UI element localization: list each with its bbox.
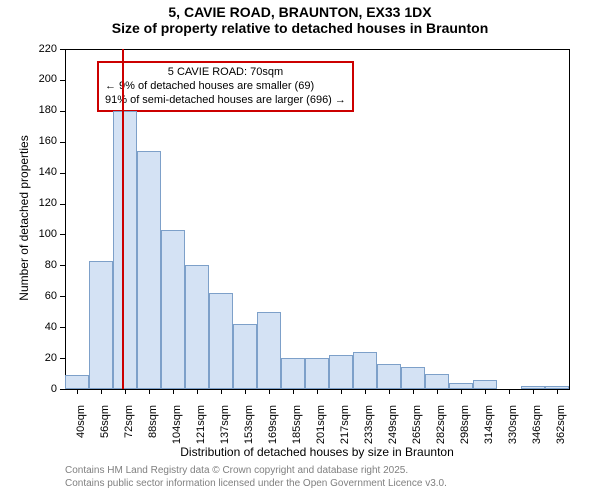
x-tick-label: 121sqm [195,405,207,444]
histogram-bar [161,230,185,389]
y-tick-mark [60,173,65,174]
y-tick-label: 40 [45,321,57,333]
x-tick-mark [317,389,318,394]
y-tick-mark [60,327,65,328]
footnote-line-2: Contains public sector information licen… [65,478,447,491]
x-tick-label: 233sqm [363,405,375,444]
x-tick-label: 201sqm [315,405,327,444]
y-tick-label: 160 [39,135,57,147]
x-tick-label: 314sqm [483,405,495,444]
x-tick-mark [269,389,270,394]
histogram-bar [377,364,401,389]
y-tick-label: 120 [39,197,57,209]
histogram-bar [113,111,137,389]
x-tick-mark [173,389,174,394]
x-tick-mark [461,389,462,394]
y-tick-mark [60,265,65,266]
y-tick-mark [60,111,65,112]
y-tick-mark [60,142,65,143]
x-tick-label: 72sqm [123,405,135,438]
histogram-bar [329,355,353,389]
y-tick-label: 220 [39,43,57,55]
y-axis-line [65,49,66,389]
x-tick-label: 265sqm [411,405,423,444]
annotation-line-1: 5 CAVIE ROAD: 70sqm [105,66,346,80]
y-tick-mark [60,358,65,359]
x-tick-label: 282sqm [435,405,447,444]
y-tick-label: 0 [51,383,57,395]
y-tick-mark [60,204,65,205]
y-tick-mark [60,80,65,81]
annotation-line-2: ← 9% of detached houses are smaller (69) [105,80,346,94]
footnote-line-1: Contains HM Land Registry data © Crown c… [65,465,447,478]
x-tick-mark [101,389,102,394]
x-tick-mark [437,389,438,394]
histogram-bar [209,293,233,389]
y-tick-label: 60 [45,290,57,302]
y-axis-label: Number of detached properties [17,118,31,318]
annotation-box: 5 CAVIE ROAD: 70sqm ← 9% of detached hou… [97,61,354,112]
x-tick-mark [533,389,534,394]
x-tick-label: 40sqm [75,405,87,438]
x-tick-mark [509,389,510,394]
x-tick-label: 169sqm [267,405,279,444]
x-tick-mark [221,389,222,394]
chart-title-sub: Size of property relative to detached ho… [0,20,600,36]
x-tick-label: 56sqm [99,405,111,438]
x-tick-mark [365,389,366,394]
histogram-bar [353,352,377,389]
x-tick-mark [413,389,414,394]
y-tick-mark [60,296,65,297]
x-tick-label: 217sqm [339,405,351,444]
x-tick-label: 249sqm [387,405,399,444]
x-tick-label: 153sqm [243,405,255,444]
x-tick-mark [149,389,150,394]
y-tick-label: 180 [39,104,57,116]
x-tick-label: 137sqm [219,405,231,444]
x-tick-label: 346sqm [531,405,543,444]
x-tick-mark [197,389,198,394]
histogram-bar [89,261,113,389]
histogram-bar [185,265,209,389]
x-tick-mark [245,389,246,394]
histogram-bar [233,324,257,389]
histogram-bar [305,358,329,389]
x-tick-mark [125,389,126,394]
x-tick-label: 298sqm [459,405,471,444]
x-tick-label: 104sqm [171,405,183,444]
annotation-line-3: 91% of semi-detached houses are larger (… [105,94,346,108]
y-tick-label: 100 [39,228,57,240]
y-tick-mark [60,234,65,235]
x-tick-label: 185sqm [291,405,303,444]
chart-container: 5, CAVIE ROAD, BRAUNTON, EX33 1DX Size o… [0,4,600,504]
histogram-bar [137,151,161,389]
y-tick-mark [60,389,65,390]
x-tick-mark [293,389,294,394]
histogram-bar [473,380,497,389]
x-tick-mark [341,389,342,394]
y-tick-label: 200 [39,73,57,85]
chart-title-main: 5, CAVIE ROAD, BRAUNTON, EX33 1DX [0,4,600,20]
y-tick-label: 80 [45,259,57,271]
x-tick-mark [77,389,78,394]
histogram-bar [281,358,305,389]
histogram-bar [401,367,425,389]
x-tick-mark [485,389,486,394]
histogram-bar [65,375,89,389]
histogram-bar [257,312,281,389]
x-tick-mark [557,389,558,394]
x-tick-label: 362sqm [555,405,567,444]
y-tick-mark [60,49,65,50]
footnote: Contains HM Land Registry data © Crown c… [65,465,447,490]
x-tick-label: 88sqm [147,405,159,438]
marker-line [122,49,124,389]
histogram-bar [425,374,449,389]
y-tick-label: 20 [45,352,57,364]
x-axis-label: Distribution of detached houses by size … [65,445,569,459]
x-tick-mark [389,389,390,394]
y-tick-label: 140 [39,166,57,178]
x-tick-label: 330sqm [507,405,519,444]
